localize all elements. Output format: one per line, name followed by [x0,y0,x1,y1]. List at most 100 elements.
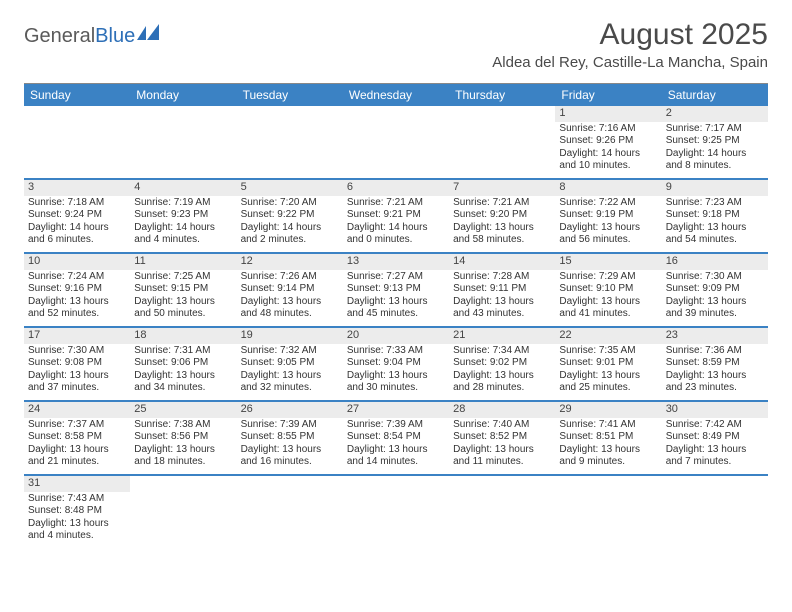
week-row: 17Sunrise: 7:30 AMSunset: 9:08 PMDayligh… [24,328,768,402]
daylight-line: Daylight: 13 hours and 34 minutes. [134,370,232,395]
daylight-line: Daylight: 13 hours and 7 minutes. [666,444,764,469]
weekday-header: Friday [555,84,661,106]
day-cell [343,106,449,178]
day-number: 20 [343,328,449,344]
sunrise-line: Sunrise: 7:30 AM [28,345,126,358]
calendar: SundayMondayTuesdayWednesdayThursdayFrid… [24,83,768,548]
day-body: Sunrise: 7:41 AMSunset: 8:51 PMDaylight:… [555,418,661,471]
weekday-header: Tuesday [237,84,343,106]
week-row: 24Sunrise: 7:37 AMSunset: 8:58 PMDayligh… [24,402,768,476]
sunset-line: Sunset: 8:51 PM [559,431,657,444]
day-cell [130,106,236,178]
weekday-header: Monday [130,84,236,106]
sunrise-line: Sunrise: 7:16 AM [559,123,657,136]
day-body: Sunrise: 7:33 AMSunset: 9:04 PMDaylight:… [343,344,449,397]
day-number: 3 [24,180,130,196]
daylight-line: Daylight: 13 hours and 21 minutes. [28,444,126,469]
day-number: 25 [130,402,236,418]
sunrise-line: Sunrise: 7:23 AM [666,197,764,210]
daylight-line: Daylight: 13 hours and 58 minutes. [453,222,551,247]
day-cell [237,476,343,548]
day-number: 11 [130,254,236,270]
sunset-line: Sunset: 9:11 PM [453,283,551,296]
weekday-header: Wednesday [343,84,449,106]
daylight-line: Daylight: 13 hours and 54 minutes. [666,222,764,247]
daylight-line: Daylight: 13 hours and 30 minutes. [347,370,445,395]
sunset-line: Sunset: 8:56 PM [134,431,232,444]
month-title: August 2025 [492,18,768,52]
sunset-line: Sunset: 9:20 PM [453,209,551,222]
day-body: Sunrise: 7:34 AMSunset: 9:02 PMDaylight:… [449,344,555,397]
day-body: Sunrise: 7:21 AMSunset: 9:20 PMDaylight:… [449,196,555,249]
day-number: 31 [24,476,130,492]
weekday-header-row: SundayMondayTuesdayWednesdayThursdayFrid… [24,84,768,106]
sunrise-line: Sunrise: 7:26 AM [241,271,339,284]
day-cell: 30Sunrise: 7:42 AMSunset: 8:49 PMDayligh… [662,402,768,474]
day-body: Sunrise: 7:39 AMSunset: 8:54 PMDaylight:… [343,418,449,471]
sunrise-line: Sunrise: 7:27 AM [347,271,445,284]
day-cell [449,476,555,548]
day-cell: 8Sunrise: 7:22 AMSunset: 9:19 PMDaylight… [555,180,661,252]
day-cell [555,476,661,548]
sunrise-line: Sunrise: 7:39 AM [241,419,339,432]
day-body: Sunrise: 7:18 AMSunset: 9:24 PMDaylight:… [24,196,130,249]
sunrise-line: Sunrise: 7:43 AM [28,493,126,506]
day-number: 29 [555,402,661,418]
day-body: Sunrise: 7:17 AMSunset: 9:25 PMDaylight:… [662,122,768,175]
day-cell [237,106,343,178]
sunset-line: Sunset: 8:59 PM [666,357,764,370]
day-cell: 16Sunrise: 7:30 AMSunset: 9:09 PMDayligh… [662,254,768,326]
day-cell: 6Sunrise: 7:21 AMSunset: 9:21 PMDaylight… [343,180,449,252]
daylight-line: Daylight: 13 hours and 41 minutes. [559,296,657,321]
daylight-line: Daylight: 13 hours and 48 minutes. [241,296,339,321]
sunrise-line: Sunrise: 7:19 AM [134,197,232,210]
sunrise-line: Sunrise: 7:34 AM [453,345,551,358]
day-number: 14 [449,254,555,270]
day-number: 10 [24,254,130,270]
sunrise-line: Sunrise: 7:40 AM [453,419,551,432]
sunrise-line: Sunrise: 7:35 AM [559,345,657,358]
day-number: 4 [130,180,236,196]
day-cell [343,476,449,548]
day-cell: 10Sunrise: 7:24 AMSunset: 9:16 PMDayligh… [24,254,130,326]
logo-text-blue: Blue [95,25,135,48]
day-cell [662,476,768,548]
day-body: Sunrise: 7:27 AMSunset: 9:13 PMDaylight:… [343,270,449,323]
sunset-line: Sunset: 9:25 PM [666,135,764,148]
sunset-line: Sunset: 8:54 PM [347,431,445,444]
daylight-line: Daylight: 13 hours and 25 minutes. [559,370,657,395]
day-body: Sunrise: 7:39 AMSunset: 8:55 PMDaylight:… [237,418,343,471]
daylight-line: Daylight: 13 hours and 56 minutes. [559,222,657,247]
day-cell: 5Sunrise: 7:20 AMSunset: 9:22 PMDaylight… [237,180,343,252]
day-cell: 14Sunrise: 7:28 AMSunset: 9:11 PMDayligh… [449,254,555,326]
logo-text-general: General [24,25,95,48]
day-number: 21 [449,328,555,344]
daylight-line: Daylight: 13 hours and 28 minutes. [453,370,551,395]
sunset-line: Sunset: 9:08 PM [28,357,126,370]
day-cell: 29Sunrise: 7:41 AMSunset: 8:51 PMDayligh… [555,402,661,474]
day-cell: 25Sunrise: 7:38 AMSunset: 8:56 PMDayligh… [130,402,236,474]
day-number: 24 [24,402,130,418]
day-number: 27 [343,402,449,418]
day-number: 26 [237,402,343,418]
day-cell: 18Sunrise: 7:31 AMSunset: 9:06 PMDayligh… [130,328,236,400]
location: Aldea del Rey, Castille-La Mancha, Spain [492,54,768,71]
day-cell [449,106,555,178]
daylight-line: Daylight: 13 hours and 14 minutes. [347,444,445,469]
day-cell: 24Sunrise: 7:37 AMSunset: 8:58 PMDayligh… [24,402,130,474]
day-body: Sunrise: 7:29 AMSunset: 9:10 PMDaylight:… [555,270,661,323]
daylight-line: Daylight: 14 hours and 0 minutes. [347,222,445,247]
day-cell: 27Sunrise: 7:39 AMSunset: 8:54 PMDayligh… [343,402,449,474]
sunset-line: Sunset: 9:01 PM [559,357,657,370]
sunrise-line: Sunrise: 7:36 AM [666,345,764,358]
day-cell [24,106,130,178]
day-body: Sunrise: 7:43 AMSunset: 8:48 PMDaylight:… [24,492,130,545]
sunrise-line: Sunrise: 7:21 AM [347,197,445,210]
sunset-line: Sunset: 9:19 PM [559,209,657,222]
day-body: Sunrise: 7:25 AMSunset: 9:15 PMDaylight:… [130,270,236,323]
day-cell [130,476,236,548]
sunset-line: Sunset: 9:13 PM [347,283,445,296]
day-cell: 9Sunrise: 7:23 AMSunset: 9:18 PMDaylight… [662,180,768,252]
day-number: 5 [237,180,343,196]
daylight-line: Daylight: 13 hours and 39 minutes. [666,296,764,321]
